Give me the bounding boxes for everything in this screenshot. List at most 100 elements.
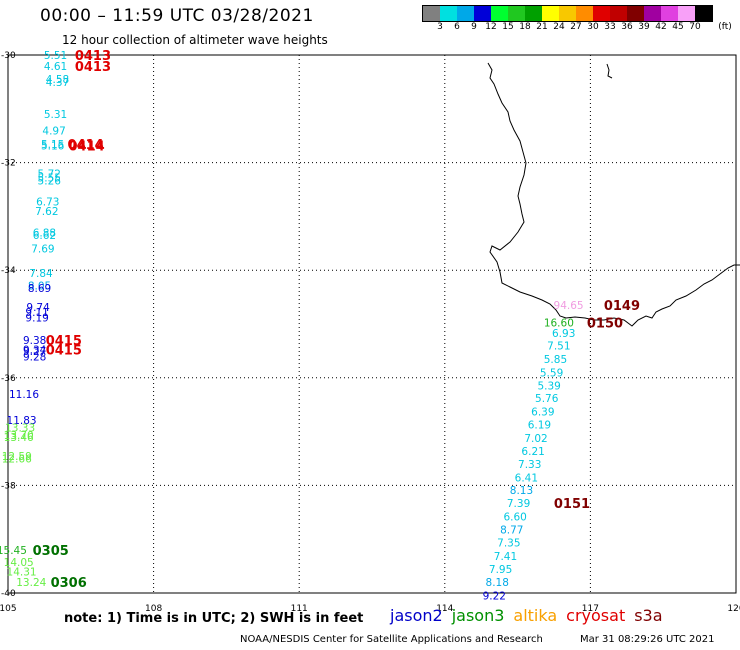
legend-swatch xyxy=(491,6,508,21)
satellite-name-altika: altika xyxy=(513,606,558,625)
wave-height-label: 7.69 xyxy=(31,244,54,256)
wave-height-label: 5.72 xyxy=(38,168,61,180)
wave-height-label: 11.83 xyxy=(7,415,37,427)
wave-height-label: 13.46 xyxy=(4,432,34,444)
legend-tick-label: 27 xyxy=(570,22,582,32)
legend-swatch xyxy=(474,6,491,21)
satellite-pass-label: 0414 xyxy=(68,138,104,153)
footer-credit: NOAA/NESDIS Center for Satellite Applica… xyxy=(240,634,543,645)
wave-height-label: 5.85 xyxy=(544,354,567,366)
legend-swatch xyxy=(695,6,712,21)
legend-tick-label: 42 xyxy=(655,22,667,32)
legend-swatch xyxy=(610,6,627,21)
footer-timestamp: Mar 31 08:29:26 UTC 2021 xyxy=(580,634,715,645)
satellite-name-cryosat: cryosat xyxy=(566,606,626,625)
wave-height-label: 7.84 xyxy=(29,268,53,280)
wave-height-label: 8.13 xyxy=(510,485,533,497)
wave-height-label: 5.55 xyxy=(38,173,61,185)
longitude-tick-label: 111 xyxy=(291,604,308,614)
wave-height-label: 14.05 xyxy=(4,557,34,569)
map-title: 00:00 – 11:59 UTC 03/28/2021 xyxy=(40,6,314,26)
satellite-pass-label: 0415 xyxy=(46,334,82,349)
wave-height-label: 4.61 xyxy=(44,61,67,73)
wave-height-label: 8.77 xyxy=(500,525,523,537)
legend-tick-label: 36 xyxy=(621,22,633,32)
legend-swatch xyxy=(457,6,474,21)
legend-tick-label: 12 xyxy=(485,22,497,32)
legend-tick-label: 3 xyxy=(437,22,443,32)
legend-swatch xyxy=(525,6,542,21)
wave-height-label: 8.05 xyxy=(28,280,51,292)
wave-height-label: 12.66 xyxy=(2,454,32,466)
wave-height-label: 6.73 xyxy=(36,196,59,208)
wave-height-label: 6.93 xyxy=(552,328,575,340)
color-scale-labels: 3 6 9 12 15 18 21 24 27 30 33 36 39 42 45 70 (ft) xyxy=(422,22,740,34)
latitude-tick-label: -36 xyxy=(1,374,16,384)
wave-height-label: 7.02 xyxy=(524,433,547,445)
wave-height-label: 13.24 xyxy=(16,577,46,589)
wave-height-label: 9.38 xyxy=(23,335,46,347)
wave-height-label: 7.35 xyxy=(497,537,520,549)
lat-lon-grid: -30 -32 -34 -36 -38 -40 105 108 111 114 117 120 xyxy=(0,51,740,614)
satellite-pass-label: 0149 xyxy=(604,299,640,314)
color-scale-legend xyxy=(422,5,713,22)
satellite-pass-label: 0151 xyxy=(554,497,590,512)
legend-swatch xyxy=(559,6,576,21)
satellite-pass-label: 0306 xyxy=(51,576,87,591)
map-frame xyxy=(7,54,737,594)
satellite-pass-label: 0413 xyxy=(75,49,111,64)
wave-height-label: 4.37 xyxy=(46,77,69,89)
satellite-pass-label: 0305 xyxy=(33,544,69,559)
wave-height-label: 9.19 xyxy=(25,313,48,325)
wave-height-label: 5.39 xyxy=(537,380,560,392)
wave-height-label: 9.34 xyxy=(23,344,47,356)
wave-height-label: 6.39 xyxy=(531,407,554,419)
longitude-tick-label: 108 xyxy=(145,604,162,614)
wave-height-label: 8.69 xyxy=(28,283,51,295)
coastline-inlet xyxy=(606,63,613,79)
wave-height-label: 8.18 xyxy=(486,577,509,589)
legend-swatch xyxy=(593,6,610,21)
legend-tick-label: 30 xyxy=(587,22,599,32)
wave-height-label: 7.95 xyxy=(489,564,512,576)
wave-height-label: 4.58 xyxy=(46,74,69,86)
latitude-tick-label: -30 xyxy=(1,51,16,61)
legend-swatch xyxy=(661,6,678,21)
legend-swatch xyxy=(542,6,559,21)
coastline-western-australia xyxy=(487,62,740,327)
wave-height-label: 14.31 xyxy=(7,566,37,578)
legend-tick-label: 45 xyxy=(672,22,684,32)
longitude-tick-label: 120 xyxy=(727,604,740,614)
legend-swatch xyxy=(423,6,440,21)
wave-height-label: 7.62 xyxy=(35,206,58,218)
wave-height-label: 9.28 xyxy=(23,351,46,363)
legend-swatch xyxy=(627,6,644,21)
legend-tick-label: 24 xyxy=(553,22,565,32)
wave-height-label: 6.62 xyxy=(33,230,56,242)
latitude-tick-label: -38 xyxy=(1,481,16,491)
wave-height-label: 5.26 xyxy=(38,175,62,187)
legend-swatch xyxy=(644,6,661,21)
wave-height-label: 6.41 xyxy=(515,472,538,484)
map-subtitle: 12 hour collection of altimeter wave hei… xyxy=(62,33,328,47)
wave-height-label: 6.21 xyxy=(521,446,544,458)
satellite-pass-label: 0413 xyxy=(75,60,111,75)
wave-height-label: 5.16 xyxy=(41,140,65,152)
wave-height-label: 7.51 xyxy=(547,341,570,353)
wave-height-label: 9.11 xyxy=(25,307,48,319)
latitude-tick-label: -34 xyxy=(1,266,16,276)
wave-height-label: 6.60 xyxy=(503,512,526,524)
wave-height-label: 5.31 xyxy=(44,109,67,121)
latitude-tick-label: -32 xyxy=(1,159,16,169)
legend-swatch xyxy=(508,6,525,21)
legend-tick-label: 70 xyxy=(689,22,701,32)
legend-swatch xyxy=(440,6,457,21)
satellite-name-s3a: s3a xyxy=(634,606,663,625)
wave-height-label: 6.88 xyxy=(33,228,56,240)
wave-height-label: 13.70 xyxy=(4,430,34,442)
wave-height-label: 7.33 xyxy=(518,459,541,471)
longitude-tick-label: 114 xyxy=(436,604,453,614)
wave-height-label: 5.51 xyxy=(44,50,67,62)
legend-tick-label: 39 xyxy=(638,22,650,32)
satellite-legend: jason2 jason3 altika cryosat s3a xyxy=(390,606,672,625)
